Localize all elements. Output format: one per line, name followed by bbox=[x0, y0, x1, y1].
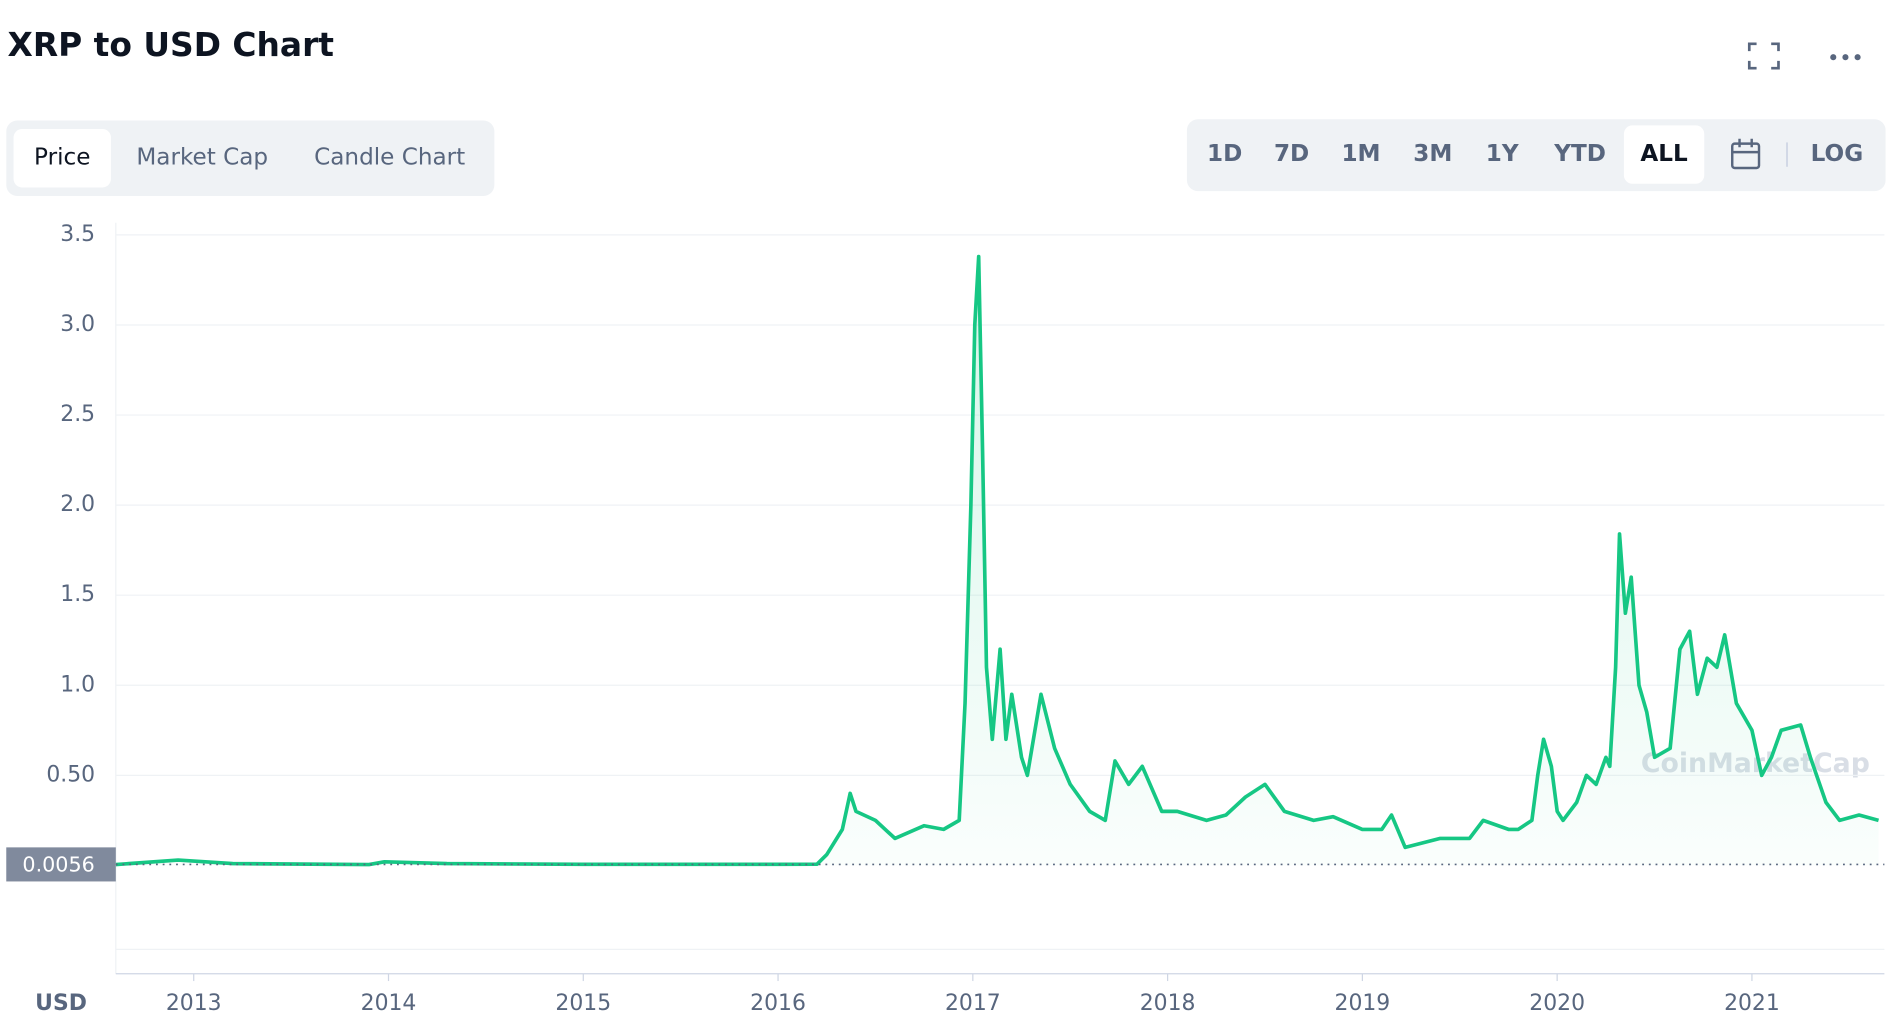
y-tick-label: 2.0 bbox=[60, 492, 95, 517]
range-button[interactable]: 1M bbox=[1341, 141, 1380, 167]
y-tick-label: 2.5 bbox=[60, 402, 95, 427]
x-tick-label: 2014 bbox=[361, 991, 417, 1016]
range-button[interactable]: YTD bbox=[1553, 141, 1606, 167]
range-active bbox=[1623, 125, 1705, 184]
log-button[interactable]: LOG bbox=[1811, 141, 1864, 167]
range-button[interactable]: 1D bbox=[1207, 141, 1242, 167]
chart-title: XRP to USD Chart bbox=[7, 25, 334, 64]
range-bar bbox=[1186, 119, 1886, 192]
x-tick-label: 2021 bbox=[1724, 991, 1780, 1016]
price-area bbox=[115, 256, 1879, 866]
tab-bar bbox=[6, 120, 495, 196]
fullscreen-button[interactable] bbox=[1747, 42, 1780, 70]
reference-tag bbox=[6, 847, 116, 882]
y-tick-label: 3.5 bbox=[60, 222, 95, 247]
x-tick-label: 2013 bbox=[166, 991, 222, 1016]
x-tick-label: 2015 bbox=[555, 991, 611, 1016]
tab[interactable]: Market Cap bbox=[136, 145, 268, 171]
range-button[interactable]: 1Y bbox=[1486, 141, 1519, 167]
y-tick-label: 1.5 bbox=[60, 582, 95, 607]
x-tick-label: 2019 bbox=[1335, 991, 1391, 1016]
y-tick-label: 0.50 bbox=[46, 762, 95, 787]
y-tick-label: 1.0 bbox=[60, 672, 95, 697]
tab[interactable]: Price bbox=[34, 145, 90, 171]
x-tick-label: 2017 bbox=[945, 991, 1001, 1016]
range-button[interactable]: 7D bbox=[1274, 141, 1309, 167]
x-tick-label: 2018 bbox=[1140, 991, 1196, 1016]
tab[interactable]: Candle Chart bbox=[314, 145, 465, 171]
tab-active bbox=[13, 129, 111, 188]
range-button[interactable]: ALL bbox=[1640, 141, 1688, 167]
calendar-button[interactable] bbox=[1731, 138, 1761, 170]
price-line bbox=[115, 254, 1880, 867]
y-axis-label: USD bbox=[35, 991, 87, 1016]
x-tick-label: 2016 bbox=[750, 991, 806, 1016]
more-button[interactable] bbox=[1830, 54, 1861, 61]
range-button[interactable]: 3M bbox=[1413, 141, 1452, 167]
y-tick-label: 3.0 bbox=[60, 312, 95, 337]
x-tick-label: 2020 bbox=[1529, 991, 1585, 1016]
reference-label: 0.0056 bbox=[22, 853, 94, 877]
